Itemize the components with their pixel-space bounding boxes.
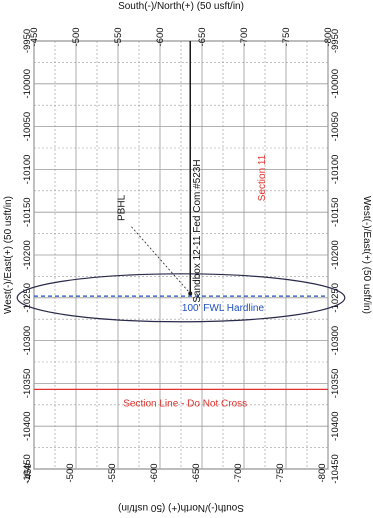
bottom-axis-label: South(-)/North(+) (50 usft/in) xyxy=(118,502,244,513)
top-axis-label: South(-)/North(+) (50 usft/in) xyxy=(118,1,244,12)
right-tick-label: -10000 xyxy=(330,69,341,99)
section-line-label: Section Line - Do Not Cross xyxy=(123,398,247,409)
left-tick-label: -10000 xyxy=(22,69,33,99)
right-tick-label: -9950 xyxy=(330,29,341,53)
bottom-tick-label: -450 xyxy=(23,463,34,482)
left-tick-label: -10400 xyxy=(22,411,33,441)
bottom-tick-label: -500 xyxy=(65,463,76,482)
left-tick-label: -10250 xyxy=(22,283,33,313)
bottom-tick-label: -800 xyxy=(317,463,328,482)
right-tick-label: -10400 xyxy=(330,411,341,441)
left-tick-label: -10200 xyxy=(22,240,33,270)
right-tick-label: -10200 xyxy=(330,240,341,270)
hardline-label: 100' FWL Hardline xyxy=(182,303,265,314)
pbhl-label: PBHL xyxy=(117,194,128,221)
top-tick-label: -600 xyxy=(155,27,166,46)
right-tick-label: -10300 xyxy=(330,326,341,356)
right-tick-label: -10100 xyxy=(330,155,341,185)
bottom-tick-label: -700 xyxy=(233,463,244,482)
right-tick-label: -10450 xyxy=(330,454,341,484)
top-tick-label: -750 xyxy=(281,27,292,46)
right-tick-label: -10350 xyxy=(330,369,341,399)
top-tick-label: -650 xyxy=(197,27,208,46)
top-tick-label: -800 xyxy=(323,27,334,46)
bottom-tick-label: -750 xyxy=(275,463,286,482)
left-tick-label: -10300 xyxy=(22,326,33,356)
left-tick-label: -9950 xyxy=(22,29,33,53)
bottom-tick-label: -550 xyxy=(107,463,118,482)
top-tick-label: -550 xyxy=(113,27,124,46)
grid xyxy=(33,40,329,470)
right-axis-label: West(-)/East(+) (50 usft/in) xyxy=(361,196,372,314)
right-tick-label: -10250 xyxy=(330,283,341,313)
right-tick-label: -10150 xyxy=(330,197,341,227)
left-tick-label: -10100 xyxy=(22,155,33,185)
left-tick-label: -10450 xyxy=(22,454,33,484)
well-path-label: Sandbox 12-11 Fed Com #523H xyxy=(192,159,203,302)
right-tick-label: -10050 xyxy=(330,112,341,142)
left-tick-label: -10050 xyxy=(22,112,33,142)
left-tick-label: -10150 xyxy=(22,197,33,227)
section-label: Section 11 xyxy=(257,154,268,201)
top-tick-label: -500 xyxy=(71,27,82,46)
top-tick-label: -700 xyxy=(239,27,250,46)
bottom-tick-label: -600 xyxy=(149,463,160,482)
plot-marks: Section Line - Do Not Cross 100' FWL Hard… xyxy=(16,41,346,409)
left-tick-label: -10350 xyxy=(22,369,33,399)
left-axis-label: West(-)/East(+) (50 usft/in) xyxy=(3,196,14,314)
bottom-tick-label: -650 xyxy=(191,463,202,482)
error-ellipse xyxy=(16,273,346,323)
pbhl-leader xyxy=(131,226,191,294)
top-tick-label: -450 xyxy=(29,27,40,46)
tick-labels: -450 -450 -500 -500 -550 -550 -600 -600 -650 -650… xyxy=(22,27,341,483)
